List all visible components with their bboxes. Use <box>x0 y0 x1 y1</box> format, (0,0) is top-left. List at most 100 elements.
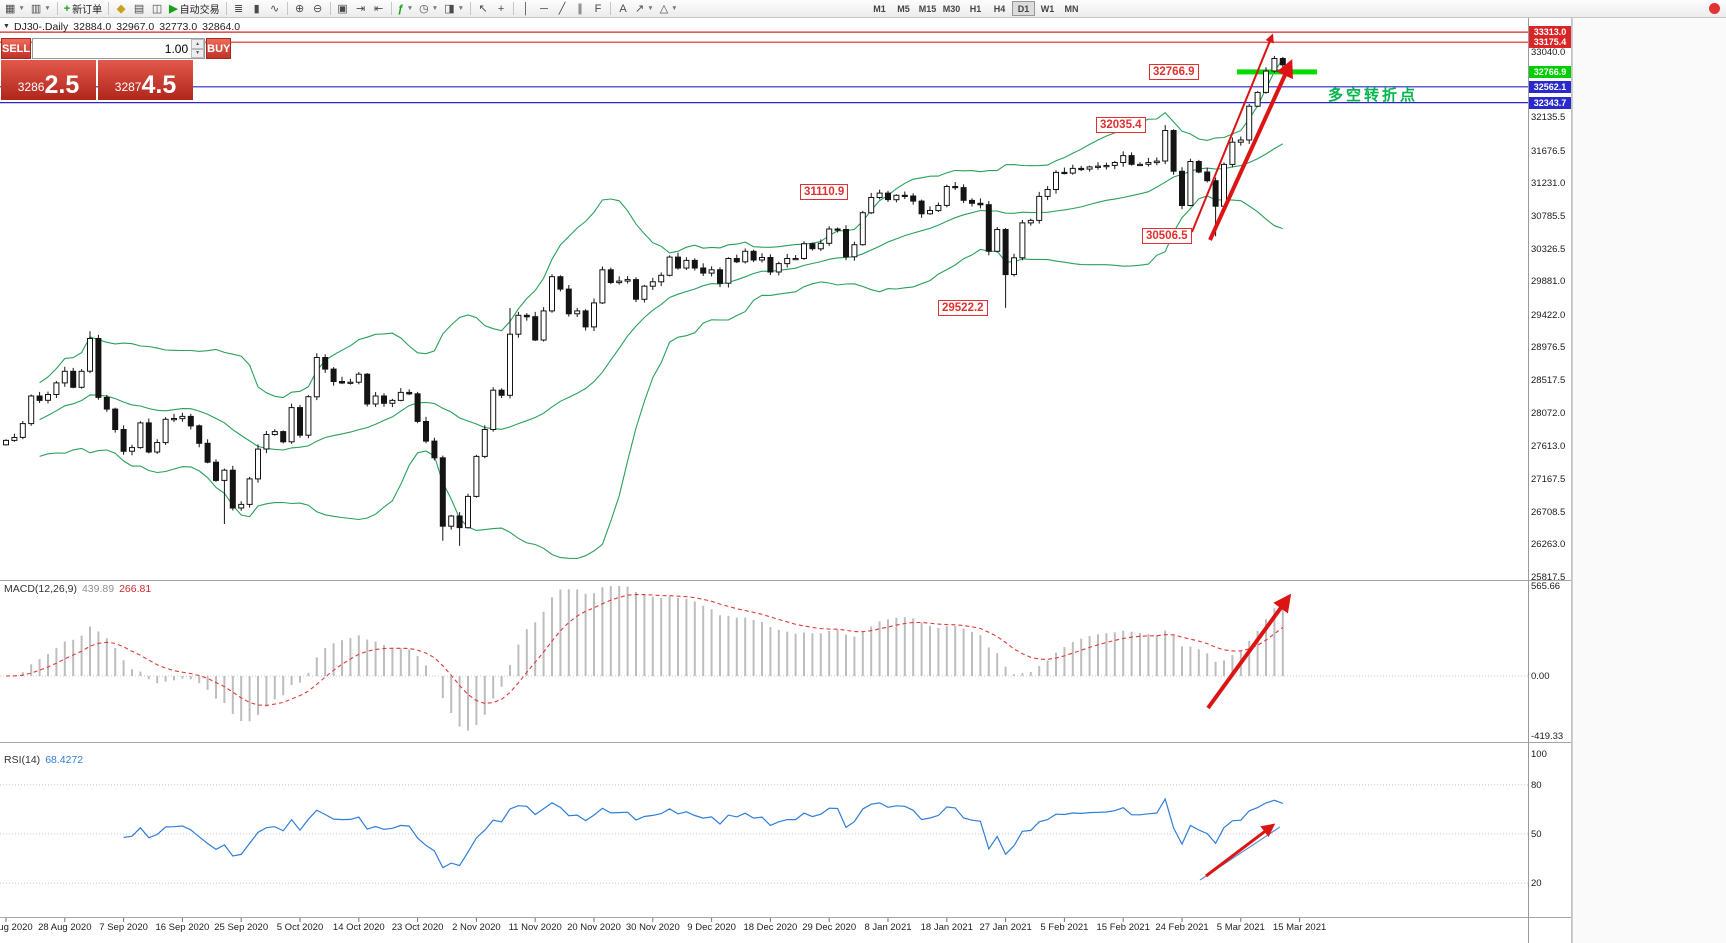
shapes-tool-button[interactable]: △ ▼ <box>657 1 681 17</box>
rsi-name: RSI(14) <box>4 754 41 766</box>
sell-price-prefix: 3286 <box>17 80 45 94</box>
arrow-object-rsi[interactable] <box>1205 823 1276 878</box>
line-chart-type-icon: ∿ <box>269 3 280 15</box>
line-chart-type-button[interactable]: ∿ <box>266 1 284 17</box>
chart-text-annotation[interactable]: 多空转折点 <box>1328 87 1419 104</box>
text-label-icon: A <box>619 2 627 15</box>
arrow-object-main[interactable] <box>1208 59 1293 241</box>
price-callout[interactable]: 31110.9 <box>800 184 849 201</box>
volume-input[interactable] <box>33 39 192 58</box>
profiles-icon: ▥ <box>30 3 42 15</box>
buy-button[interactable]: BUY <box>206 38 232 59</box>
tile-windows-button[interactable]: ▣ <box>334 1 352 17</box>
chart-shift-button[interactable]: ⇤ <box>370 1 388 17</box>
fibonacci-retracement-icon: F <box>594 2 602 15</box>
horizontal-line-icon: ─ <box>540 2 548 15</box>
fibonacci-retracement-button[interactable]: F <box>589 1 607 17</box>
one-click-collapse-icon[interactable]: ▼ <box>3 23 10 30</box>
timeframe-m1-button[interactable]: M1 <box>868 1 891 16</box>
notification-icon[interactable] <box>1709 3 1720 14</box>
sell-button[interactable]: SELL <box>1 38 32 59</box>
volume-up-button[interactable]: ▲ <box>191 39 205 49</box>
timeframe-selector: M1 M5 M15 M30 H1 H4 D1 W1 MN <box>868 1 1083 16</box>
macd-signal-line <box>5 594 1284 706</box>
chevron-down-icon: ▼ <box>431 5 439 12</box>
trendline-button[interactable]: ╱ <box>553 1 571 17</box>
timeframe-m30-button[interactable]: M30 <box>940 1 963 16</box>
data-window-button[interactable]: ◫ <box>148 1 166 17</box>
bollinger-band-line <box>39 143 1284 451</box>
timeframe-w1-button[interactable]: W1 <box>1036 1 1059 16</box>
bollinger-band-line <box>39 58 1284 399</box>
horizontal-line-button[interactable]: ─ <box>535 1 553 17</box>
buy-price-display[interactable]: 3287 4.5 <box>98 60 193 100</box>
timeframe-m15-button[interactable]: M15 <box>916 1 939 16</box>
chevron-down-icon: ▼ <box>406 5 414 12</box>
metaeditor-button[interactable]: ◆ <box>112 1 130 17</box>
equidistant-channel-icon: ∥ <box>577 3 583 15</box>
periods-button[interactable]: ◷ ▼ <box>416 1 441 17</box>
timeframe-m5-button[interactable]: M5 <box>892 1 915 16</box>
buy-price-big: 4.5 <box>141 71 177 99</box>
candlestick-type-button[interactable]: ▮ <box>248 1 266 17</box>
toolbar-separator <box>225 2 227 15</box>
volume-down-button[interactable]: ▼ <box>191 48 205 58</box>
metaeditor-icon: ◆ <box>116 3 126 15</box>
chart-shift-icon: ⇤ <box>373 3 384 15</box>
bar-chart-type-icon: ≣ <box>233 3 244 15</box>
toolbar-separator <box>513 2 515 15</box>
toolbar-separator <box>108 2 110 15</box>
sell-price-big: 2.5 <box>44 71 80 99</box>
autotrading-button[interactable]: ▶ 自动交易 <box>166 1 222 17</box>
crosshair-button[interactable]: + <box>492 1 510 17</box>
cursor-icon: ↖ <box>478 3 488 15</box>
rsi-line <box>123 797 1284 869</box>
toolbar-separator <box>390 2 392 15</box>
bar-chart-type-button[interactable]: ≣ <box>230 1 248 17</box>
sell-price-display[interactable]: 3286 2.5 <box>1 60 96 100</box>
templates-button[interactable]: ◨ ▼ <box>441 1 467 17</box>
toolbar: ▦ ▼ ▥ ▼ + 新订单 ◆ ▤ ◫ ▶ 自动交易 ≣ ▮ ∿ ⊕ ⊖ ▣ ⇥ ⇤ ƒ ▼ ◷ ▼ ◨ ▼ ↖ + │ ─ ╱ ∥ F A ↗ ▼… <box>0 0 1726 18</box>
price-callout[interactable]: 32035.4 <box>1096 117 1146 134</box>
toolbar-separator <box>470 2 472 15</box>
price-callout[interactable]: 32766.9 <box>1149 63 1199 80</box>
vertical-line-button[interactable]: │ <box>517 1 535 17</box>
toolbar-separator <box>56 2 58 15</box>
workspace-background <box>1572 18 1726 943</box>
auto-scroll-button[interactable]: ⇥ <box>352 1 370 17</box>
arrow-object-main[interactable] <box>1191 33 1274 233</box>
profiles-button[interactable]: ▥ ▼ <box>28 1 54 17</box>
price-callout[interactable]: 30506.5 <box>1142 228 1192 245</box>
market-watch-button[interactable]: ▤ <box>130 1 148 17</box>
ohlc-open: 32884.0 <box>73 21 112 33</box>
zoom-in-button[interactable]: ⊕ <box>291 1 309 17</box>
auto-scroll-icon: ⇥ <box>355 3 366 15</box>
chart-title: DJ30-.Daily 32884.0 32967.0 32773.0 32864.0 <box>14 21 245 33</box>
zoom-out-button[interactable]: ⊖ <box>309 1 327 17</box>
timeframe-mn-button[interactable]: MN <box>1060 1 1083 16</box>
new-chart-button[interactable]: ▦ ▼ <box>2 1 28 17</box>
rsi-value: 68.4272 <box>45 754 84 766</box>
ohlc-close: 32864.0 <box>202 21 241 33</box>
macd-indicator-label: MACD(12,26,9) 439.89 266.81 <box>4 583 151 595</box>
chevron-down-icon: ▼ <box>44 5 51 12</box>
candlestick-type-icon: ▮ <box>253 3 260 15</box>
indicators-button[interactable]: ƒ ▼ <box>395 1 417 17</box>
chevron-down-icon: ▼ <box>671 5 678 12</box>
equidistant-channel-button[interactable]: ∥ <box>571 1 589 17</box>
text-label-button[interactable]: A <box>614 1 632 17</box>
toolbar-separator <box>286 2 288 15</box>
candles-layer <box>3 55 1286 546</box>
arrows-tool-button[interactable]: ↗ ▼ <box>632 1 657 17</box>
timeframe-h4-button[interactable]: H4 <box>988 1 1011 16</box>
cursor-button[interactable]: ↖ <box>474 1 492 17</box>
timeframe-d1-button[interactable]: D1 <box>1012 1 1035 16</box>
timeframe-h1-button[interactable]: H1 <box>964 1 987 16</box>
toolbar-buttons: ▦ ▼ ▥ ▼ + 新订单 ◆ ▤ ◫ ▶ 自动交易 ≣ ▮ ∿ ⊕ ⊖ ▣ ⇥ ⇤ ƒ ▼ ◷ ▼ ◨ ▼ ↖ + │ ─ ╱ ∥ F A ↗ ▼… <box>2 0 681 17</box>
data-window-icon: ◫ <box>151 3 163 15</box>
price-callout[interactable]: 29522.2 <box>938 299 988 316</box>
arrow-object-macd[interactable] <box>1206 593 1292 710</box>
new-order-button[interactable]: + 新订单 <box>61 1 105 17</box>
bollinger-band-line <box>39 195 1283 560</box>
